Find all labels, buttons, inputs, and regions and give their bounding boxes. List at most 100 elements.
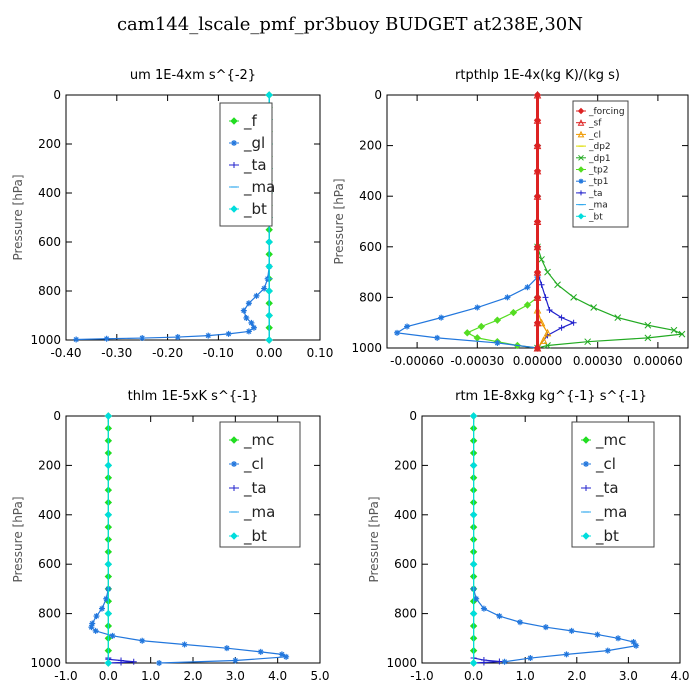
data-point: [248, 319, 255, 326]
data-point: [139, 335, 146, 342]
data-point: [88, 624, 95, 631]
data-point: [243, 314, 250, 321]
data-point: [615, 635, 622, 642]
y-axis-label: Pressure [hPa]: [11, 174, 25, 260]
data-point: [93, 613, 100, 620]
legend-label: _tp2: [588, 166, 608, 176]
legend-label: _ma: [595, 503, 627, 522]
y-tick-label: 800: [38, 607, 61, 621]
y-tick-label: 0: [409, 409, 417, 423]
x-tick-label: 1.0: [141, 669, 160, 683]
x-tick-label: -0.00030: [450, 354, 504, 368]
legend: _mc _cl _ta _ma _bt: [571, 421, 655, 548]
data-point: [630, 639, 637, 646]
data-point: [104, 511, 113, 519]
y-tick-label: 800: [359, 290, 382, 304]
data-point: [253, 292, 260, 299]
data-point: [538, 256, 545, 263]
series-line: [536, 246, 685, 349]
y-axis-label: Pressure [hPa]: [332, 178, 346, 264]
legend-marker: [231, 140, 237, 146]
series-dp1: [534, 243, 686, 352]
series-line: [395, 276, 538, 349]
data-point: [469, 609, 478, 618]
legend-label: _ta: [243, 156, 267, 175]
legend-marker: [583, 485, 589, 491]
data-point: [527, 655, 534, 662]
data-point: [517, 619, 524, 626]
legend-label: _dp1: [588, 154, 611, 164]
data-point: [469, 560, 478, 568]
legend-marker: [231, 485, 237, 491]
legend-label: _ma: [243, 178, 275, 197]
data-point: [480, 659, 487, 666]
plot-frame: [65, 94, 321, 341]
data-point: [546, 307, 553, 314]
x-tick-label: 0.00000: [513, 354, 563, 368]
data-point: [473, 334, 482, 342]
panel-title: um 1E-4xm s^{-2}: [130, 68, 256, 83]
y-tick-label: 600: [359, 240, 382, 254]
legend-label: _dp2: [588, 142, 611, 152]
legend-label: _cl: [595, 455, 616, 474]
data-point: [261, 285, 268, 292]
data-point: [538, 281, 545, 288]
legend-label: _cl: [588, 130, 601, 140]
series-tp1: [394, 274, 541, 351]
data-point: [539, 336, 548, 344]
legend-marker: [230, 205, 238, 213]
x-tick-label: 4.0: [268, 669, 287, 683]
data-point: [103, 595, 110, 602]
x-tick-label: 0.00: [256, 346, 283, 360]
data-point: [563, 651, 570, 658]
data-point: [533, 242, 542, 251]
data-point: [104, 412, 113, 420]
legend: _f _gl _ta _ma _bt: [219, 102, 275, 227]
legend-label: _ta: [588, 189, 603, 199]
data-point: [103, 335, 110, 342]
data-point: [533, 141, 542, 150]
legend-label: _forcing: [588, 107, 625, 117]
data-point: [434, 334, 441, 341]
x-tick-label: 0.00030: [573, 354, 623, 368]
data-point: [614, 314, 622, 321]
legend-marker: [578, 178, 584, 184]
series-line: [90, 588, 289, 664]
y-tick-label: 1000: [386, 656, 417, 670]
data-point: [265, 238, 273, 246]
data-point: [257, 648, 264, 655]
legend-label: _sf: [588, 119, 602, 129]
series-bt: [469, 412, 478, 667]
data-point: [104, 659, 113, 667]
legend-label: _mc: [595, 431, 626, 450]
legend-marker: [578, 154, 584, 161]
data-point: [533, 293, 542, 301]
series-cl: [88, 585, 290, 666]
y-tick-label: 800: [394, 607, 417, 621]
data-point: [604, 647, 611, 654]
data-point: [394, 329, 401, 336]
x-tick-label: -0.20: [152, 346, 183, 360]
x-tick-label: 0.0: [464, 669, 483, 683]
data-point: [265, 287, 273, 295]
data-point: [496, 658, 503, 665]
y-tick-label: 0: [374, 88, 382, 102]
y-axis-label: Pressure [hPa]: [11, 496, 25, 582]
legend: _mc _cl _ta _ma _bt: [219, 421, 301, 548]
data-point: [139, 637, 146, 644]
y-tick-label: 0: [53, 409, 61, 423]
data-point: [265, 336, 273, 344]
legend-label: _ma: [588, 201, 608, 211]
data-point: [558, 324, 565, 331]
data-point: [533, 318, 542, 327]
series-line: [536, 271, 576, 349]
data-point: [265, 91, 273, 99]
y-tick-label: 200: [359, 139, 382, 153]
data-point: [542, 294, 549, 301]
x-tick-label: -1.0: [54, 669, 77, 683]
data-point: [92, 627, 99, 634]
legend-marker: [230, 532, 238, 540]
data-point: [104, 609, 113, 618]
data-point: [225, 330, 232, 337]
